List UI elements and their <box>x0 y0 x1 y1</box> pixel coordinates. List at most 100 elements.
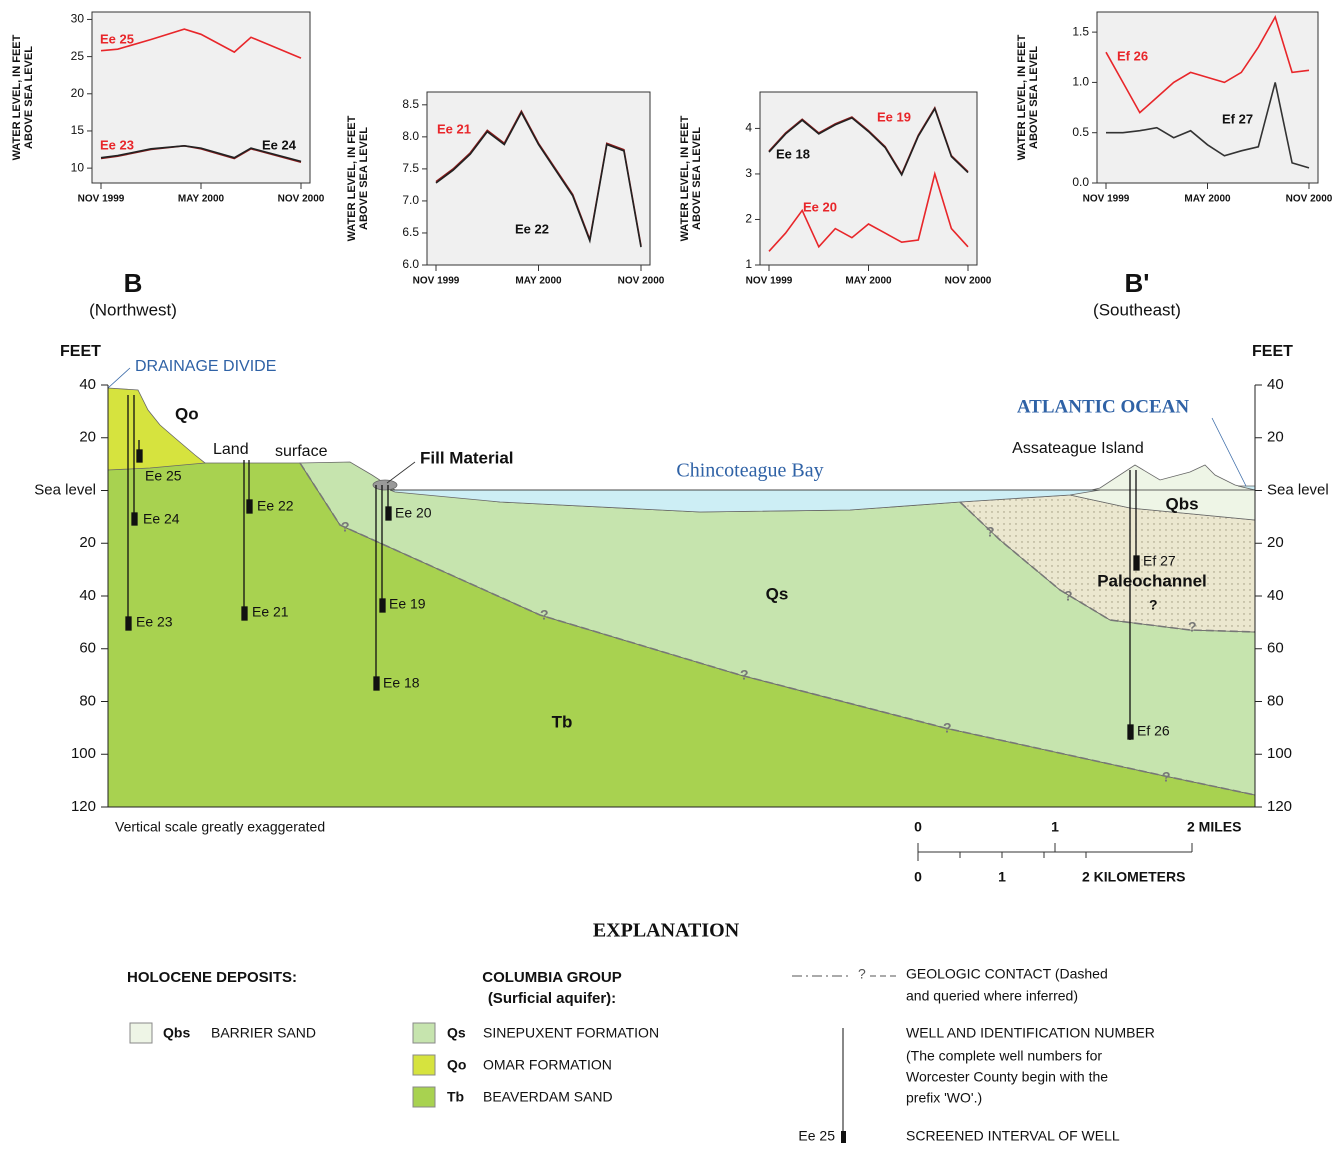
group-heading: (Surficial aquifer): <box>488 990 616 1007</box>
y-tick-label: 7.5 <box>402 161 419 175</box>
swatch <box>413 1023 435 1043</box>
unit-name: SINEPUXENT FORMATION <box>483 1025 659 1041</box>
y-tick-label: 80 <box>1267 692 1284 709</box>
explanation: EXPLANATION HOLOCENE DEPOSITS: COLUMBIA … <box>127 920 1155 1144</box>
well-label: Ee 23 <box>136 614 173 630</box>
plot-area <box>1097 12 1318 183</box>
well-label: Ee 22 <box>257 498 294 514</box>
section-end: B' <box>1125 268 1150 298</box>
annotation: Assateague Island <box>1012 440 1144 457</box>
y-axis-label: ABOVE SEA LEVEL <box>1028 46 1040 149</box>
y-tick-label: 25 <box>71 49 85 63</box>
series-label: Ee 25 <box>100 31 134 46</box>
x-tick-label: NOV 1999 <box>1083 194 1130 205</box>
screen <box>1128 725 1133 739</box>
x-tick-label: NOV 2000 <box>945 276 992 287</box>
unit-code: Tb <box>447 1089 464 1105</box>
scale-label: 2 MILES <box>1187 819 1241 835</box>
y-tick-label: 8.0 <box>402 129 419 143</box>
y-tick-label: 10 <box>71 160 85 174</box>
explanation-text: WELL AND IDENTIFICATION NUMBER <box>906 1025 1155 1041</box>
y-axis-label: WATER LEVEL, IN FEET <box>679 115 691 241</box>
annotation: Chincoteague Bay <box>676 460 823 482</box>
unit-name: BEAVERDAM SAND <box>483 1089 613 1105</box>
y-tick-label: Sea level <box>1267 481 1329 498</box>
y-tick-label: 20 <box>71 86 85 100</box>
unit-qo <box>108 388 205 470</box>
y-axis-label: ABOVE SEA LEVEL <box>23 46 35 149</box>
explanation-title: EXPLANATION <box>593 920 740 942</box>
y-tick-label: 8.5 <box>402 97 419 111</box>
screen-symbol <box>841 1131 846 1143</box>
screen <box>1134 556 1139 570</box>
screen <box>126 617 131 630</box>
y-axis-label: WATER LEVEL, IN FEET <box>11 34 23 160</box>
screen <box>132 513 137 525</box>
y-tick-label: 120 <box>71 798 96 815</box>
y-axis-label: ABOVE SEA LEVEL <box>691 127 703 230</box>
y-tick-label: 1.0 <box>1072 75 1089 89</box>
screen <box>137 450 142 462</box>
y-tick-label: 80 <box>79 692 96 709</box>
cross-section <box>108 368 1255 807</box>
unit-code: Qbs <box>163 1025 190 1041</box>
y-tick-label: 0.5 <box>1072 125 1089 139</box>
group-heading: COLUMBIA GROUP <box>482 969 621 986</box>
x-tick-label: MAY 2000 <box>1184 194 1231 205</box>
unit-label: Paleochannel <box>1097 571 1207 590</box>
unit-label: Qs <box>766 584 789 603</box>
unit-label: Qo <box>175 404 199 423</box>
swatch <box>130 1023 152 1043</box>
unit-code: Qo <box>447 1057 466 1073</box>
x-tick-label: MAY 2000 <box>178 194 225 205</box>
series-label: Ef 27 <box>1222 111 1253 126</box>
x-tick-label: NOV 1999 <box>78 194 125 205</box>
x-tick-label: NOV 1999 <box>746 276 793 287</box>
query-mark: ? <box>341 519 350 535</box>
explanation-text: Worcester County begin with the <box>906 1069 1108 1085</box>
group-heading: HOLOCENE DEPOSITS: <box>127 969 297 986</box>
y-tick-label: 40 <box>1267 587 1284 604</box>
series-label: Ee 23 <box>100 137 134 152</box>
leader <box>108 368 130 388</box>
screen <box>247 500 252 513</box>
explanation-text: prefix 'WO'.) <box>906 1090 982 1106</box>
y-tick-label: 40 <box>79 587 96 604</box>
unit-name: BARRIER SAND <box>211 1025 316 1041</box>
y-tick-label: 6.0 <box>402 257 419 271</box>
y-tick-label: Sea level <box>34 481 96 498</box>
y-tick-label: 15 <box>71 123 85 137</box>
swatch <box>413 1087 435 1107</box>
well-label: Ee 25 <box>145 468 182 484</box>
axis-title: FEET <box>60 343 101 360</box>
explanation-text: (The complete well numbers for <box>906 1048 1102 1064</box>
screen <box>386 507 391 520</box>
x-tick-label: MAY 2000 <box>845 276 892 287</box>
y-tick-label: 20 <box>79 429 96 446</box>
unit-name: OMAR FORMATION <box>483 1057 612 1073</box>
note: Vertical scale greatly exaggerated <box>115 819 325 835</box>
y-tick-label: 2 <box>745 212 752 226</box>
y-tick-label: 1.5 <box>1072 24 1089 38</box>
x-tick-label: NOV 1999 <box>413 276 460 287</box>
plot-area <box>760 92 977 265</box>
annotation: surface <box>275 443 328 460</box>
y-tick-label: 6.5 <box>402 225 419 239</box>
annotation: Land <box>213 441 249 458</box>
y-tick-label: 100 <box>1267 745 1292 762</box>
scale-label: 1 <box>1051 819 1059 835</box>
scale-bar <box>918 843 1192 861</box>
y-tick-label: 100 <box>71 745 96 762</box>
section-direction: (Southeast) <box>1093 300 1181 319</box>
screen <box>242 607 247 620</box>
scale-label: 0 <box>914 819 922 835</box>
well-label: Ee 24 <box>143 511 180 527</box>
series-label: Ee 22 <box>515 221 549 236</box>
y-tick-label: 120 <box>1267 798 1292 815</box>
section-direction: (Northwest) <box>89 300 177 319</box>
figure: WATER LEVEL, IN FEETABOVE SEA LEVEL10152… <box>0 0 1332 1150</box>
series-label: Ee 18 <box>776 146 810 161</box>
leader <box>387 462 415 483</box>
screen <box>380 599 385 612</box>
